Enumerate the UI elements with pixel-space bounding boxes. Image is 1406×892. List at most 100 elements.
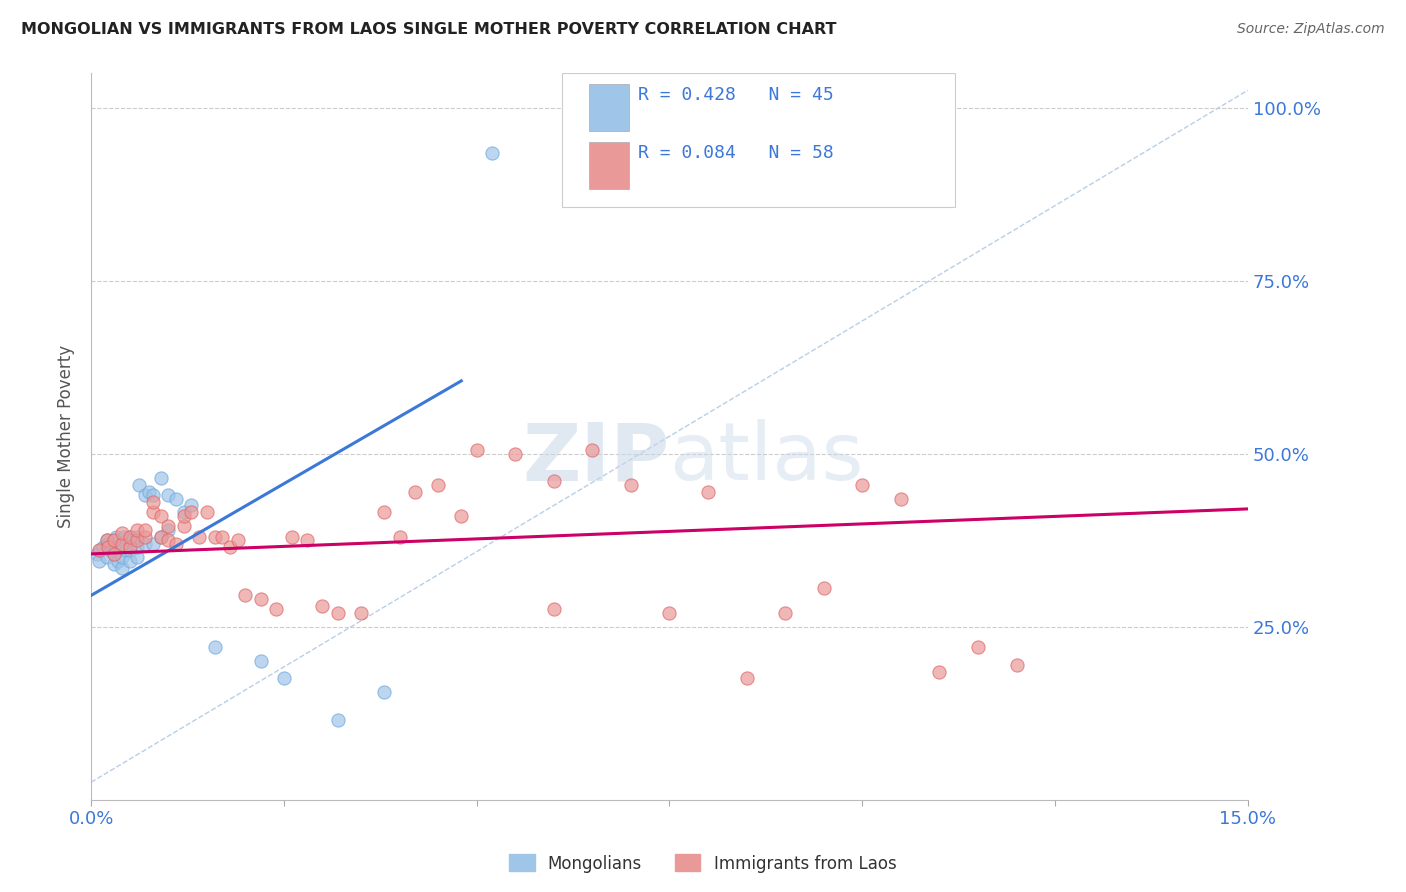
Point — [388, 530, 411, 544]
Point — [890, 491, 912, 506]
Point — [427, 477, 450, 491]
Text: MONGOLIAN VS IMMIGRANTS FROM LAOS SINGLE MOTHER POVERTY CORRELATION CHART: MONGOLIAN VS IMMIGRANTS FROM LAOS SINGLE… — [21, 22, 837, 37]
Point — [219, 540, 242, 554]
Text: Source: ZipAtlas.com: Source: ZipAtlas.com — [1237, 22, 1385, 37]
Point — [1005, 657, 1028, 672]
Point — [86, 547, 108, 561]
Point — [195, 505, 218, 519]
Point — [111, 550, 134, 565]
Point — [249, 654, 271, 668]
Text: atlas: atlas — [669, 419, 863, 497]
Point — [87, 554, 110, 568]
Text: R = 0.084   N = 58: R = 0.084 N = 58 — [638, 144, 834, 162]
Point — [204, 530, 226, 544]
Point — [118, 540, 141, 554]
Point — [142, 536, 165, 550]
Point — [149, 530, 172, 544]
Point — [103, 533, 125, 547]
Point — [104, 530, 127, 544]
Point — [813, 582, 835, 596]
Point — [157, 488, 180, 502]
Point — [264, 602, 287, 616]
Point — [149, 508, 172, 523]
Point — [107, 554, 129, 568]
Point — [149, 530, 172, 544]
Point — [127, 530, 149, 544]
Point — [404, 484, 426, 499]
Point — [111, 526, 134, 541]
Text: ZIP: ZIP — [522, 419, 669, 497]
Point — [111, 536, 134, 550]
Point — [157, 533, 180, 547]
Point — [165, 536, 187, 550]
Point — [481, 145, 503, 160]
Point — [157, 523, 180, 537]
Point — [118, 530, 141, 544]
Point — [173, 505, 195, 519]
Point — [134, 530, 156, 544]
Point — [103, 558, 125, 572]
Point — [928, 665, 950, 679]
Point — [235, 588, 257, 602]
Point — [97, 536, 120, 550]
Point — [311, 599, 333, 613]
Point — [118, 554, 141, 568]
Point — [735, 672, 758, 686]
Point — [96, 550, 118, 565]
FancyBboxPatch shape — [589, 84, 628, 131]
Point — [127, 523, 149, 537]
Point — [127, 550, 149, 565]
Point — [326, 606, 349, 620]
Point — [773, 606, 796, 620]
Point — [173, 519, 195, 533]
Point — [128, 477, 150, 491]
Point — [100, 543, 122, 558]
Point — [326, 713, 349, 727]
Point — [87, 543, 110, 558]
Point — [149, 471, 172, 485]
Text: R = 0.428   N = 45: R = 0.428 N = 45 — [638, 86, 834, 103]
Point — [967, 640, 990, 655]
Point — [120, 533, 142, 547]
Point — [134, 523, 156, 537]
Point — [103, 533, 125, 547]
Point — [503, 446, 526, 460]
Point — [127, 533, 149, 547]
FancyBboxPatch shape — [589, 142, 628, 189]
Point — [103, 547, 125, 561]
Point — [851, 477, 873, 491]
Point — [373, 505, 395, 519]
Point — [180, 499, 202, 513]
Point — [658, 606, 681, 620]
Point — [91, 540, 114, 554]
Point — [97, 540, 120, 554]
Y-axis label: Single Mother Poverty: Single Mother Poverty — [58, 344, 75, 528]
Point — [373, 685, 395, 699]
Point — [465, 443, 488, 458]
Point — [142, 488, 165, 502]
Point — [118, 543, 141, 558]
Point — [134, 488, 156, 502]
Point — [226, 533, 249, 547]
Point — [581, 443, 603, 458]
Point — [127, 540, 149, 554]
Point — [111, 540, 134, 554]
Point — [620, 477, 643, 491]
Point — [111, 560, 134, 574]
Point — [112, 530, 135, 544]
Point — [157, 519, 180, 533]
Point — [273, 672, 295, 686]
Point — [138, 484, 160, 499]
Point — [249, 591, 271, 606]
Point — [173, 508, 195, 523]
Point — [204, 640, 226, 655]
Point — [134, 536, 156, 550]
FancyBboxPatch shape — [562, 73, 955, 208]
Point — [350, 606, 373, 620]
Point — [96, 533, 118, 547]
Point — [543, 474, 565, 488]
Point — [115, 543, 138, 558]
Point — [103, 540, 125, 554]
Point — [295, 533, 318, 547]
Point — [118, 530, 141, 544]
